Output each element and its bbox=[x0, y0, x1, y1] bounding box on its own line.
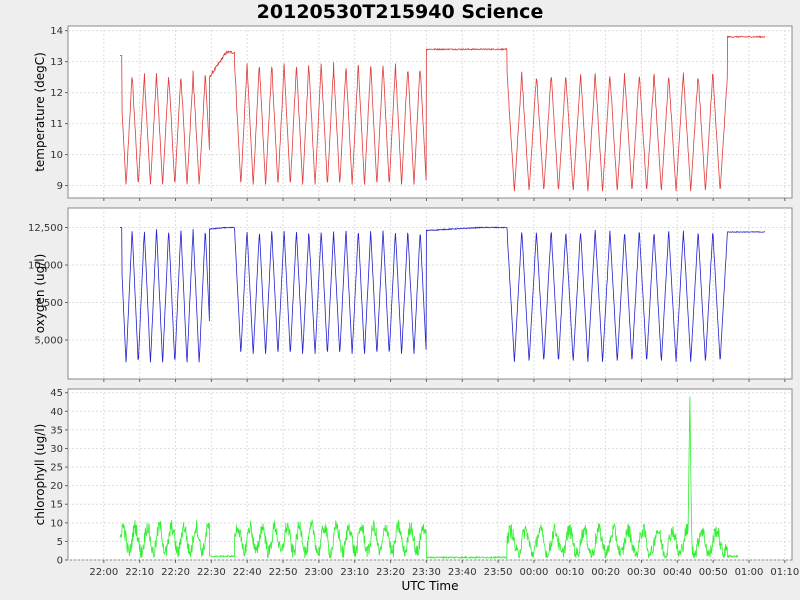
plot-area-temperature bbox=[67, 25, 793, 199]
x-tick-label: 23:00 bbox=[304, 567, 333, 578]
x-tick-label: 22:20 bbox=[161, 567, 190, 578]
y-tick-label: 20 bbox=[50, 481, 63, 492]
y-axis-label-chlorophyll: chlorophyll (ug/l) bbox=[33, 424, 47, 526]
x-tick-label: 01:10 bbox=[770, 567, 799, 578]
x-axis-ticks: 22:00 22:10 22:20 22:30 22:40 22:50 23:00 23:10… bbox=[89, 567, 799, 578]
chart-panels: 9 10 11 12 13 14 temperature (degC) 5,000 7,500 1… bbox=[28, 25, 793, 567]
y-tick-label: 30 bbox=[50, 444, 63, 455]
panel-oxygen: 5,000 7,500 10,000 12,500 oxygen (ug/l) bbox=[28, 207, 793, 382]
x-tick-label: 00:40 bbox=[663, 567, 692, 578]
plot-area-chlorophyll bbox=[67, 388, 793, 561]
y-tick-label: 35 bbox=[50, 425, 63, 436]
x-tick-label: 22:30 bbox=[197, 567, 226, 578]
y-tick-label: 10 bbox=[50, 518, 63, 529]
x-tick-label: 00:00 bbox=[520, 567, 549, 578]
y-tick-label: 9 bbox=[57, 181, 63, 192]
series-line-temperature bbox=[120, 35, 766, 192]
x-tick-label: 22:10 bbox=[125, 567, 154, 578]
chart-title: 20120530T215940 Science bbox=[257, 1, 544, 23]
panel-chlorophyll: 0 5 10 15 20 25 30 35 40 45 chlorophyll (ug/l) bbox=[33, 388, 793, 567]
y-tick-label: 13 bbox=[50, 57, 63, 68]
x-tick-label: 23:10 bbox=[340, 567, 369, 578]
x-tick-label: 00:20 bbox=[591, 567, 620, 578]
y-tick-label: 11 bbox=[50, 119, 63, 130]
x-tick-label: 22:00 bbox=[89, 567, 118, 578]
y-tick-label: 12 bbox=[50, 88, 63, 99]
y-tick-label: 25 bbox=[50, 463, 63, 474]
y-tick-label: 15 bbox=[50, 500, 63, 511]
x-tick-label: 00:30 bbox=[627, 567, 656, 578]
x-tick-label: 22:50 bbox=[269, 567, 298, 578]
y-tick-label: 0 bbox=[57, 556, 63, 567]
panel-temperature: 9 10 11 12 13 14 temperature (degC) bbox=[33, 25, 793, 201]
x-tick-label: 22:40 bbox=[233, 567, 262, 578]
plot-area-oxygen bbox=[67, 207, 793, 380]
y-tick-label: 10 bbox=[50, 150, 63, 161]
x-tick-label: 01:00 bbox=[735, 567, 764, 578]
x-tick-label: 23:50 bbox=[484, 567, 513, 578]
y-tick-label: 7,500 bbox=[34, 298, 63, 309]
y-axis-label-oxygen: oxygen (ug/l) bbox=[33, 254, 47, 334]
y-tick-label: 10,000 bbox=[28, 261, 63, 272]
y-tick-label: 40 bbox=[50, 407, 63, 418]
y-axis-label-temperature: temperature (degC) bbox=[33, 52, 47, 172]
x-tick-label: 00:50 bbox=[699, 567, 728, 578]
x-tick-label: 23:20 bbox=[376, 567, 405, 578]
y-tick-label: 5,000 bbox=[34, 336, 63, 347]
x-tick-label: 00:10 bbox=[555, 567, 584, 578]
y-tick-label: 5 bbox=[57, 537, 63, 548]
x-axis-label: UTC Time bbox=[402, 579, 459, 593]
series-line-chlorophyll bbox=[119, 396, 739, 560]
y-tick-label: 45 bbox=[50, 388, 63, 399]
y-tick-label: 12,500 bbox=[28, 223, 63, 234]
x-tick-label: 23:40 bbox=[448, 567, 477, 578]
y-tick-label: 14 bbox=[50, 26, 63, 37]
x-tick-label: 23:30 bbox=[412, 567, 441, 578]
series-line-oxygen bbox=[120, 226, 765, 363]
